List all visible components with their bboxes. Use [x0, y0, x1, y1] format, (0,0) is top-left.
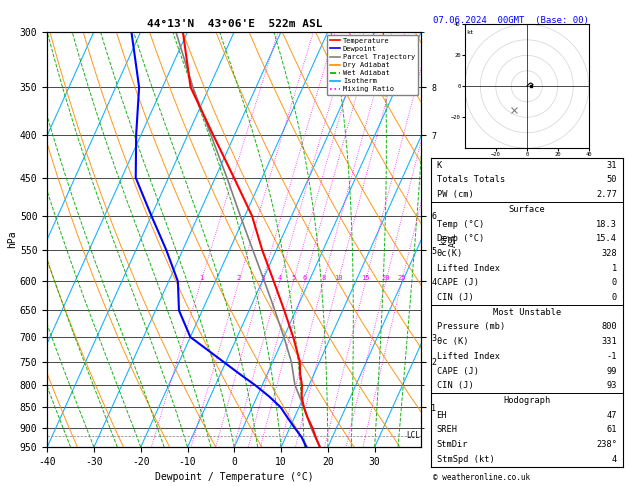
Text: 1: 1	[612, 264, 617, 273]
Text: CAPE (J): CAPE (J)	[437, 278, 479, 287]
Text: StmDir: StmDir	[437, 440, 468, 449]
Text: 25: 25	[398, 276, 406, 281]
Text: Surface: Surface	[508, 205, 545, 214]
Text: 2.77: 2.77	[596, 190, 617, 199]
Text: © weatheronline.co.uk: © weatheronline.co.uk	[433, 473, 530, 482]
Text: 0: 0	[612, 278, 617, 287]
Text: CIN (J): CIN (J)	[437, 381, 474, 390]
Legend: Temperature, Dewpoint, Parcel Trajectory, Dry Adiabat, Wet Adiabat, Isotherm, Mi: Temperature, Dewpoint, Parcel Trajectory…	[327, 35, 418, 95]
Text: 93: 93	[606, 381, 617, 390]
Text: Lifted Index: Lifted Index	[437, 352, 499, 361]
Text: 31: 31	[606, 161, 617, 170]
Text: K: K	[437, 161, 442, 170]
Text: 8: 8	[321, 276, 325, 281]
Text: 238°: 238°	[596, 440, 617, 449]
Text: 1: 1	[199, 276, 203, 281]
Text: Hodograph: Hodograph	[503, 396, 550, 405]
Text: 2: 2	[237, 276, 241, 281]
Text: Lifted Index: Lifted Index	[437, 264, 499, 273]
Text: CAPE (J): CAPE (J)	[437, 366, 479, 376]
Text: 800: 800	[601, 322, 617, 331]
Text: 99: 99	[606, 366, 617, 376]
Text: 50: 50	[606, 175, 617, 185]
Text: Pressure (mb): Pressure (mb)	[437, 322, 505, 331]
Text: 10: 10	[334, 276, 342, 281]
Text: 5: 5	[291, 276, 296, 281]
X-axis label: Dewpoint / Temperature (°C): Dewpoint / Temperature (°C)	[155, 472, 314, 483]
Text: Totals Totals: Totals Totals	[437, 175, 505, 185]
Text: 47: 47	[606, 411, 617, 419]
Text: 4: 4	[612, 455, 617, 464]
Text: 0: 0	[612, 293, 617, 302]
Text: PW (cm): PW (cm)	[437, 190, 474, 199]
Text: 15.4: 15.4	[596, 234, 617, 243]
Text: StmSpd (kt): StmSpd (kt)	[437, 455, 494, 464]
Text: EH: EH	[437, 411, 447, 419]
Text: CIN (J): CIN (J)	[437, 293, 474, 302]
Title: 44°13'N  43°06'E  522m ASL: 44°13'N 43°06'E 522m ASL	[147, 19, 322, 30]
Text: Temp (°C): Temp (°C)	[437, 220, 484, 228]
Text: -1: -1	[606, 352, 617, 361]
Text: 07.06.2024  00GMT  (Base: 00): 07.06.2024 00GMT (Base: 00)	[433, 16, 589, 25]
Text: SREH: SREH	[437, 425, 458, 434]
Y-axis label: km
ASL: km ASL	[439, 232, 459, 247]
Text: Dewp (°C): Dewp (°C)	[437, 234, 484, 243]
Text: 328: 328	[601, 249, 617, 258]
Y-axis label: hPa: hPa	[7, 230, 17, 248]
Text: 20: 20	[382, 276, 390, 281]
Text: 331: 331	[601, 337, 617, 346]
Text: Most Unstable: Most Unstable	[493, 308, 561, 317]
Text: 18.3: 18.3	[596, 220, 617, 228]
Text: 61: 61	[606, 425, 617, 434]
Text: θc(K): θc(K)	[437, 249, 463, 258]
Text: θc (K): θc (K)	[437, 337, 468, 346]
Text: 3: 3	[260, 276, 265, 281]
Text: 4: 4	[277, 276, 282, 281]
Text: kt: kt	[466, 31, 474, 35]
Text: 15: 15	[362, 276, 370, 281]
Text: 6: 6	[303, 276, 307, 281]
Text: LCL: LCL	[406, 431, 420, 440]
